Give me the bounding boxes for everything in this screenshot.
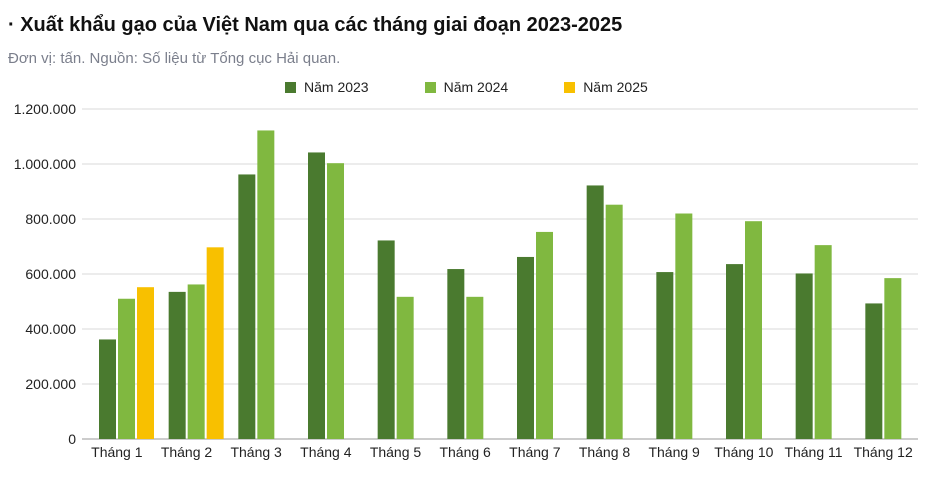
bar-năm-2024-3 xyxy=(257,130,275,439)
bar-năm-2023-3 xyxy=(238,174,256,439)
y-tick-label: 600.000 xyxy=(25,266,76,282)
bar-năm-2023-5 xyxy=(377,240,395,439)
bar-năm-2023-12 xyxy=(865,303,883,439)
legend-label-2025: Năm 2025 xyxy=(583,79,648,95)
bar-năm-2024-4 xyxy=(327,163,344,440)
bar-năm-2023-9 xyxy=(656,272,674,439)
bar-năm-2024-6 xyxy=(466,296,484,439)
bar-năm-2023-10 xyxy=(726,264,743,439)
legend-item-2025: Năm 2025 xyxy=(564,79,648,95)
x-tick-label: Tháng 1 xyxy=(91,444,143,460)
bar-năm-2025-1 xyxy=(137,287,154,439)
x-tick-label: Tháng 9 xyxy=(648,444,700,460)
bar-năm-2023-6 xyxy=(447,269,465,439)
x-tick-label: Tháng 4 xyxy=(300,444,352,460)
legend-item-2023: Năm 2023 xyxy=(285,79,369,95)
y-tick-label: 1.200.000 xyxy=(14,101,76,117)
x-tick-label: Tháng 11 xyxy=(784,444,842,460)
x-tick-label: Tháng 12 xyxy=(854,444,913,460)
chart-title: · Xuất khẩu gạo của Việt Nam qua các thá… xyxy=(8,14,623,36)
y-tick-label: 0 xyxy=(68,431,76,447)
legend-label-2024: Năm 2024 xyxy=(443,79,509,95)
bar-năm-2024-7 xyxy=(536,231,553,439)
y-tick-label: 800.000 xyxy=(25,211,76,227)
bar-năm-2024-10 xyxy=(745,221,762,439)
legend-label-2023: Năm 2023 xyxy=(304,79,369,95)
bar-năm-2024-5 xyxy=(396,296,414,439)
bar-năm-2023-8 xyxy=(586,185,604,439)
bar-năm-2023-11 xyxy=(795,273,813,439)
legend-swatch-2023 xyxy=(285,81,296,93)
bar-năm-2024-12 xyxy=(884,278,902,439)
legend-swatch-2024 xyxy=(424,81,436,93)
x-tick-label: Tháng 3 xyxy=(230,444,282,460)
x-tick-label: Tháng 6 xyxy=(439,444,491,460)
y-tick-label: 400.000 xyxy=(25,321,76,337)
x-tick-label: Tháng 8 xyxy=(579,444,631,460)
bar-năm-2023-1 xyxy=(99,339,116,439)
bar-năm-2025-2 xyxy=(206,247,224,439)
y-tick-label: 200.000 xyxy=(25,376,76,392)
x-tick-label: Tháng 7 xyxy=(509,444,561,460)
bar-năm-2023-2 xyxy=(168,291,186,439)
legend-swatch-2025 xyxy=(564,81,576,93)
bar-năm-2024-9 xyxy=(675,213,693,439)
bar-năm-2023-4 xyxy=(308,152,325,439)
chart-subtitle: Đơn vị: tấn. Nguồn: Số liệu từ Tổng cục … xyxy=(8,50,341,67)
bar-năm-2024-8 xyxy=(605,204,623,439)
bar-năm-2024-2 xyxy=(187,284,205,439)
bar-năm-2023-7 xyxy=(517,256,534,439)
y-tick-label: 1.000.000 xyxy=(14,156,76,172)
legend-item-2024: Năm 2024 xyxy=(424,79,509,95)
x-tick-label: Tháng 5 xyxy=(370,444,422,460)
x-tick-label: Tháng 10 xyxy=(714,444,773,460)
legend: Năm 2023 Năm 2024 Năm 2025 xyxy=(285,79,704,95)
bar-năm-2024-11 xyxy=(814,245,832,439)
bar-năm-2024-1 xyxy=(118,298,135,439)
x-tick-label: Tháng 2 xyxy=(161,444,213,460)
